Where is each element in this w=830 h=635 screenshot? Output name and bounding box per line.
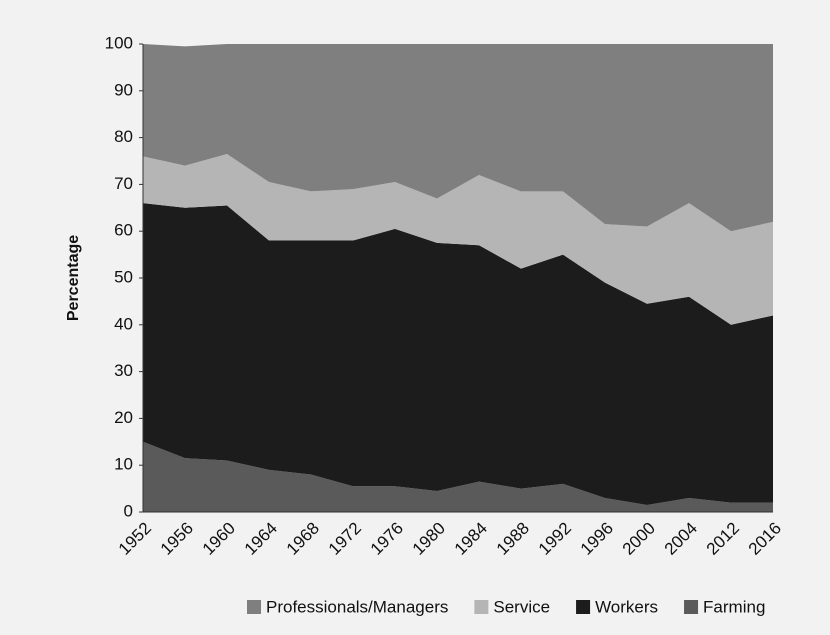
- area: [143, 44, 773, 232]
- area: [143, 441, 773, 512]
- y-tick-label: 0: [124, 501, 133, 520]
- legend-label: Service: [493, 597, 550, 616]
- y-tick-label: 90: [114, 80, 133, 99]
- y-tick-label: 70: [114, 174, 133, 193]
- legend-swatch: [684, 600, 699, 614]
- y-tick-label: 100: [105, 33, 133, 52]
- y-tick-label: 10: [114, 455, 133, 474]
- y-tick-label: 20: [114, 408, 133, 427]
- legend-label: Workers: [595, 597, 658, 616]
- area: [143, 153, 773, 325]
- y-tick-label: 80: [114, 127, 133, 146]
- legend-label: Professionals/Managers: [266, 597, 448, 616]
- legend-swatch: [247, 600, 261, 614]
- y-axis-label: Percentage: [65, 235, 82, 321]
- legend-swatch: [474, 600, 489, 614]
- y-tick-label: 30: [114, 361, 133, 380]
- legend-label: Farming: [703, 597, 765, 616]
- legend-swatch: [576, 600, 591, 614]
- y-tick-label: 40: [114, 314, 133, 333]
- area: [143, 203, 773, 505]
- y-tick-label: 60: [114, 221, 133, 240]
- y-tick-label: 50: [114, 267, 133, 286]
